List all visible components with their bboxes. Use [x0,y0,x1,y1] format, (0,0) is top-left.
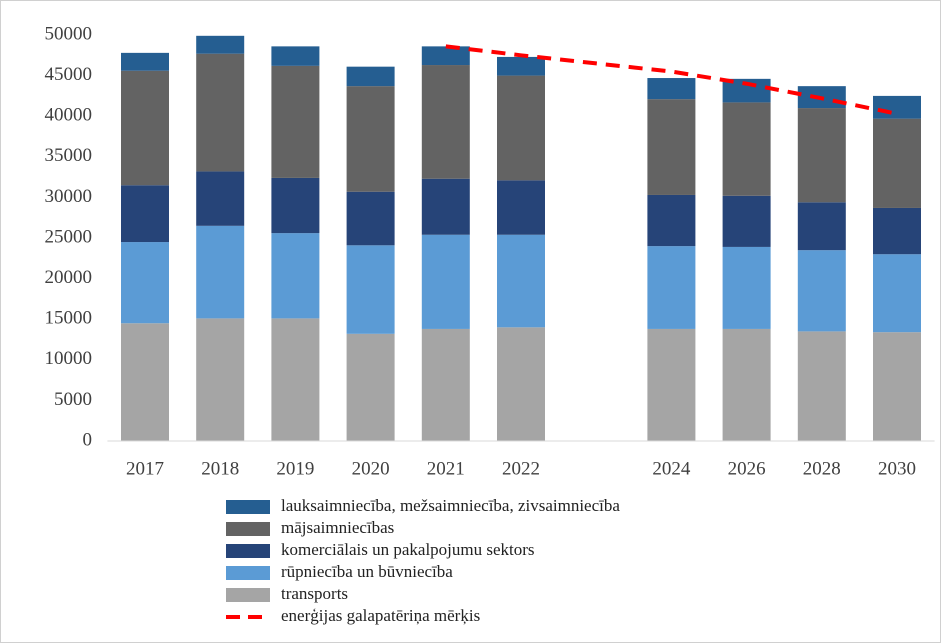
y-tick-label: 45000 [45,64,93,85]
bar-segment [346,86,395,192]
bar-segment [346,245,395,334]
legend-swatch [226,522,270,536]
bar-segment [797,202,846,251]
bar-segment [873,95,921,119]
bar-segment [873,332,921,441]
bar-segment [421,328,470,441]
legend-label: rūpniecība un būvniecība [281,562,453,581]
x-tick-label: 2020 [352,458,390,479]
y-tick-label: 0 [83,429,93,450]
bar-segment [121,242,169,324]
x-tick-label: 2021 [427,458,465,479]
bar-segment [346,66,395,87]
legend-label: lauksaimniecība, mežsaimniecība, zivsaim… [281,496,620,515]
bar-segment [196,53,245,172]
bar-segment [722,328,771,441]
bar-segment [121,70,169,186]
y-tick-label: 30000 [45,186,93,207]
bar-segment [497,75,545,181]
target-line [445,44,898,116]
legend-swatch [226,544,270,558]
x-tick-label: 2017 [126,458,164,479]
legend-swatch [226,500,270,514]
legend-swatch [226,566,270,580]
y-tick-label: 35000 [45,145,93,166]
bar-segment [121,52,169,71]
x-tick-label: 2028 [803,458,841,479]
y-tick-label: 40000 [45,105,93,126]
bar-segment [421,46,470,66]
bar-segment [196,35,245,54]
x-tick-label: 2022 [502,458,540,479]
bar-segment [497,180,545,235]
bar-segment [797,331,846,441]
y-tick-label: 20000 [45,267,93,288]
y-tick-label: 10000 [45,348,93,369]
bar-segment [497,56,545,76]
legend-label: mājsaimniecības [281,518,394,537]
bar-segment [873,254,921,333]
y-tick-label: 50000 [45,23,93,44]
bar-segment [421,65,470,179]
bar-segment [647,99,696,195]
bar-segment [421,178,470,235]
bar-segment [271,46,320,66]
x-tick-label: 2024 [652,458,691,479]
bar-segment [121,323,169,441]
bar-segment [873,118,921,208]
x-tick-label: 2030 [878,458,916,479]
bar-segment [497,234,545,328]
bar-segment [271,177,320,234]
bar-segment [346,191,395,246]
bar-segment [797,108,846,203]
bar-segment [647,246,696,329]
bar-segment [722,246,771,329]
bar-segment [196,171,245,226]
bar-segment [722,78,771,103]
bar-segment [271,233,320,319]
bar-segment [722,195,771,247]
bar-segment [421,234,470,329]
bar-segment [647,78,696,100]
bar-segment [497,327,545,441]
bar-segment [647,328,696,441]
legend-label: transports [281,584,348,603]
bar-segment [722,102,771,196]
legend-swatch [226,588,270,602]
x-tick-label: 2018 [201,458,239,479]
bar-segment [271,318,320,441]
bar-segment [797,250,846,332]
legend-label: komerciālais un pakalpojumu sektors [281,540,535,559]
legend-label: enerģijas galapatēriņa mērķis [281,606,480,625]
bar-segment [647,194,696,247]
bar-segment [121,185,169,243]
bar-segment [346,333,395,441]
bar-segment [196,318,245,441]
bar-segment [196,225,245,319]
x-tick-label: 2026 [728,458,766,479]
bar-segment [873,207,921,255]
bar-segment [271,65,320,178]
y-tick-label: 25000 [45,226,93,247]
x-tick-label: 2019 [276,458,314,479]
y-tick-label: 5000 [54,389,92,410]
y-tick-label: 15000 [45,308,93,329]
